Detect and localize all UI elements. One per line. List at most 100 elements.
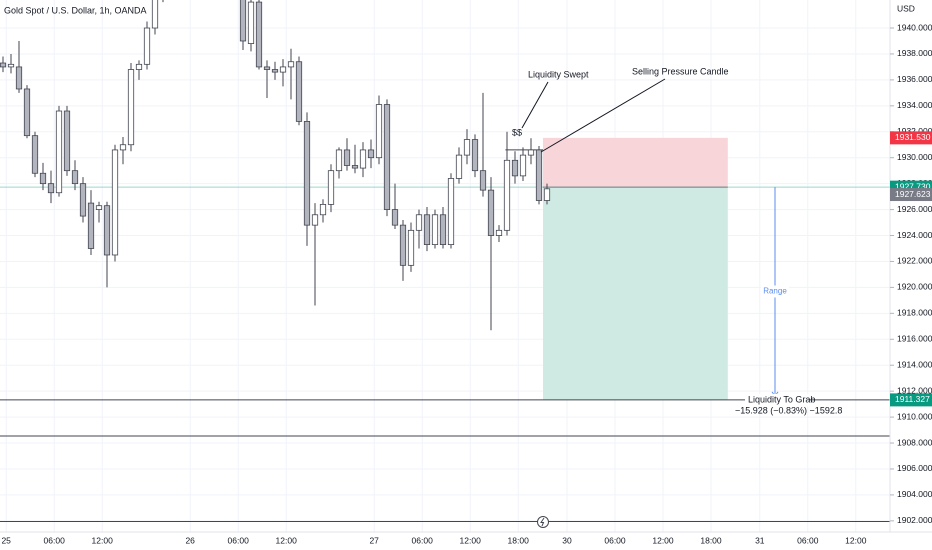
y-tick-label: 1926.000 xyxy=(897,204,932,214)
candle-body xyxy=(63,110,71,172)
candle-body xyxy=(271,69,279,73)
x-tick-label: 31 xyxy=(755,535,765,545)
chart-title: Gold Spot / U.S. Dollar, 1h, OANDA xyxy=(4,5,147,15)
candle-body xyxy=(247,1,255,44)
x-tick-label: 27 xyxy=(369,535,379,545)
candle-body xyxy=(119,144,127,151)
price-tag xyxy=(890,393,932,407)
candle-body xyxy=(295,61,303,122)
candle-body xyxy=(343,149,351,166)
candle-body xyxy=(455,154,463,179)
price-tag-label: 1927.623 xyxy=(895,189,931,199)
candle-body xyxy=(527,149,535,156)
y-tick-label: 1902.000 xyxy=(897,515,932,525)
price-tag xyxy=(890,131,932,145)
candle-body xyxy=(127,69,135,146)
candle-body xyxy=(23,88,31,137)
candle-body xyxy=(351,165,359,169)
x-tick-label: 12:00 xyxy=(652,535,674,545)
candle-body xyxy=(487,189,495,236)
candle-body xyxy=(463,139,471,156)
candle-body xyxy=(471,139,479,172)
candle-body xyxy=(383,104,391,210)
y-tick-label: 1906.000 xyxy=(897,463,932,473)
y-tick-label: 1904.000 xyxy=(897,489,932,499)
candle-body xyxy=(391,209,399,226)
candle-body xyxy=(279,66,287,73)
x-tick-label: 25 xyxy=(1,535,11,545)
candle-body xyxy=(79,183,87,217)
x-tick-label: 06:00 xyxy=(412,535,434,545)
y-tick-label: 1932.000 xyxy=(897,126,932,136)
annotation-line xyxy=(521,81,549,129)
candle-body xyxy=(407,229,415,266)
x-tick-label: 06:00 xyxy=(44,535,66,545)
y-tick-label: 1922.000 xyxy=(897,256,932,266)
x-tick-label: 12:00 xyxy=(276,535,298,545)
candle-body xyxy=(439,214,447,246)
candle-body xyxy=(319,203,327,216)
y-tick-label: 1938.000 xyxy=(897,48,932,58)
annotation: Selling Pressure Candle xyxy=(632,66,729,76)
annotation-line xyxy=(540,78,666,153)
candle-body xyxy=(375,104,383,159)
candle-body xyxy=(495,229,503,236)
y-tick-label: 1934.000 xyxy=(897,100,932,110)
y-tick-label: 1908.000 xyxy=(897,437,932,447)
range-label-bg xyxy=(761,285,789,298)
candle-body xyxy=(263,66,271,70)
price-tag-label: 1911.327 xyxy=(895,394,930,404)
candle-body xyxy=(39,172,47,185)
candle-body xyxy=(327,170,335,205)
price-tag-label: 1927.730 xyxy=(895,181,931,191)
candle-body xyxy=(71,170,79,185)
x-tick-label: 06:00 xyxy=(797,535,819,545)
candle-body xyxy=(7,63,15,68)
y-tick-label: 1914.000 xyxy=(897,359,932,369)
x-tick-label: 26 xyxy=(185,535,195,545)
candle-body xyxy=(431,214,439,246)
candle-body xyxy=(399,224,407,266)
x-tick-label: 06:00 xyxy=(604,535,626,545)
y-tick-label: 1930.000 xyxy=(897,152,932,162)
candle-body xyxy=(15,66,23,90)
candle-body xyxy=(287,61,295,68)
price-tag xyxy=(890,188,932,202)
y-tick-label: 1924.000 xyxy=(897,230,932,240)
stop-zone xyxy=(543,137,728,188)
candle-body xyxy=(303,120,311,226)
candle-body xyxy=(95,205,103,210)
candle-body xyxy=(103,205,111,256)
label-bg xyxy=(745,393,809,406)
candle-body xyxy=(519,154,527,177)
candle-body xyxy=(335,149,343,172)
x-tick-label: 18:00 xyxy=(508,535,530,545)
candle-body xyxy=(31,135,39,174)
price-tag-label: 1931.530 xyxy=(895,132,931,142)
candle-body xyxy=(55,110,63,194)
annotation: Liquidity Swept xyxy=(528,69,589,79)
candle-body xyxy=(151,0,159,29)
y-tick-label: 1916.000 xyxy=(897,334,932,344)
y-tick-label: 1918.000 xyxy=(897,308,932,318)
x-tick-label: 12:00 xyxy=(92,535,114,545)
candle-body xyxy=(415,214,423,231)
price-unit: USD xyxy=(897,3,915,13)
y-tick-label: 1936.000 xyxy=(897,74,932,84)
candle-body xyxy=(239,0,247,42)
y-tick-label: 1940.000 xyxy=(897,22,932,32)
candle-body xyxy=(47,183,55,194)
candle-body xyxy=(511,159,519,177)
axes: 1940.000 1938.000 1936.000 1934.000 1932.000… xyxy=(1,22,932,545)
y-tick-label: 1910.000 xyxy=(897,411,932,421)
x-tick-label: 12:00 xyxy=(845,535,867,545)
candle-body xyxy=(447,178,455,246)
candle-body xyxy=(0,62,7,68)
target-zone xyxy=(543,187,728,400)
x-tick-label: 12:00 xyxy=(460,535,482,545)
candle-body xyxy=(503,159,511,231)
x-tick-label: 18:00 xyxy=(700,535,722,545)
candle-body xyxy=(143,27,151,65)
candle-body xyxy=(359,149,367,169)
